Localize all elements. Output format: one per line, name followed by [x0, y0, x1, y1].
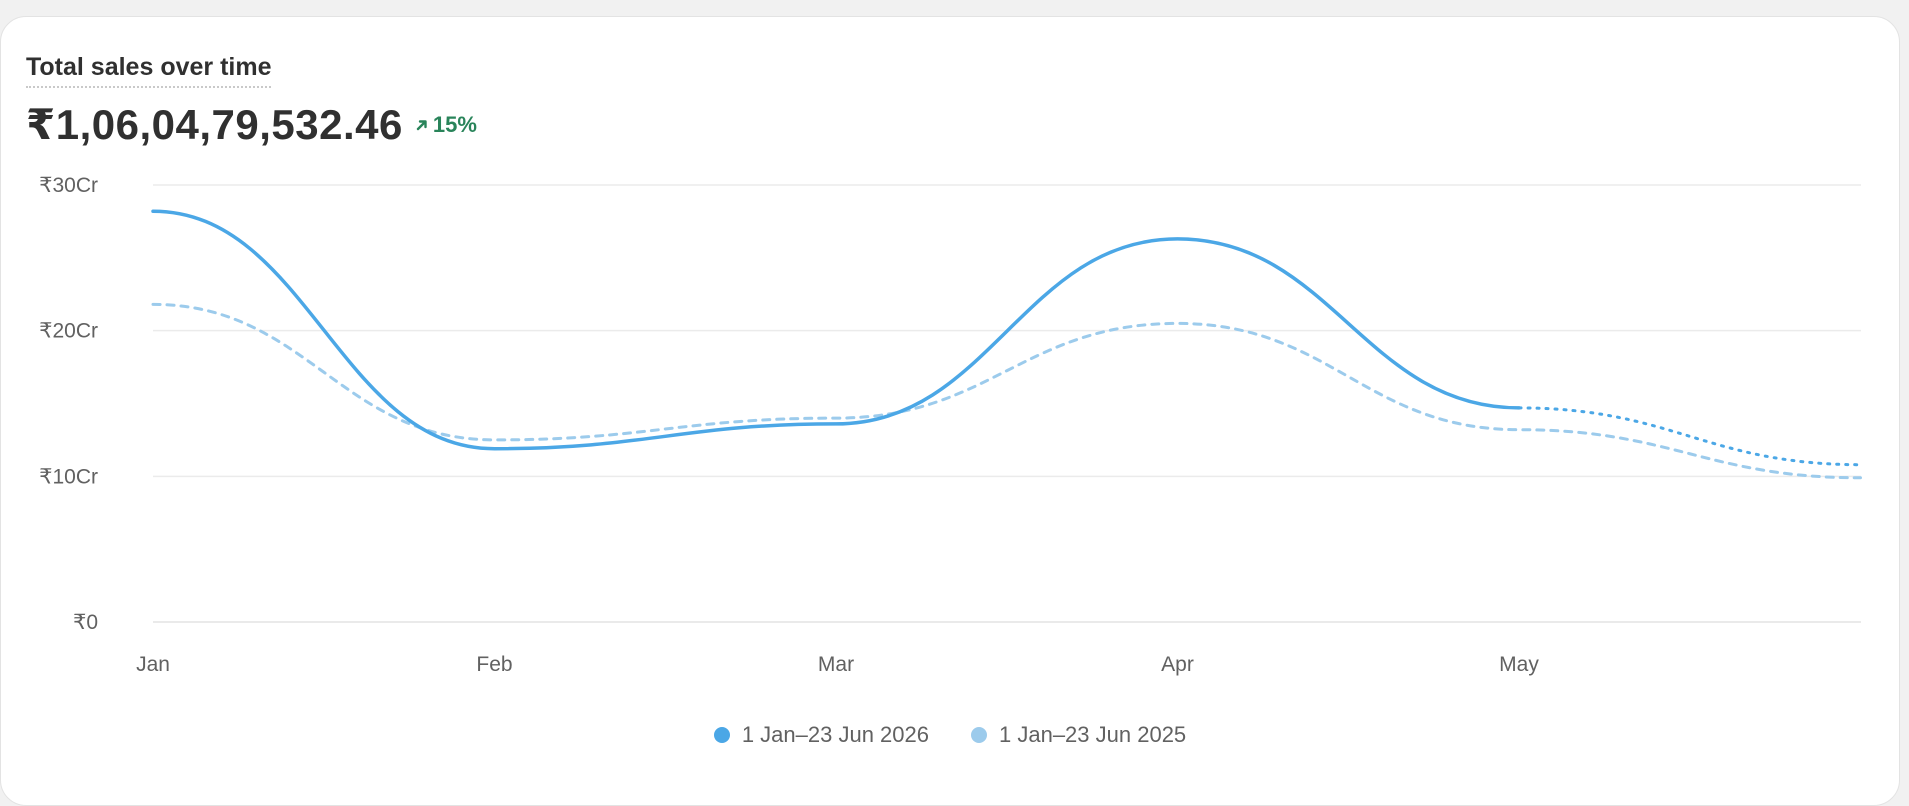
y-tick-label: ₹10Cr — [39, 465, 98, 488]
x-tick-label: Jan — [136, 653, 170, 676]
series-line-2026-projection — [1517, 406, 1862, 467]
y-tick-label: ₹30Cr — [39, 174, 98, 197]
x-tick-label: May — [1499, 653, 1539, 676]
legend-label-current: 1 Jan–23 Jun 2026 — [741, 722, 929, 747]
change-value: 15% — [432, 112, 477, 137]
legend-dot-previous — [971, 727, 987, 743]
x-tick-label: Feb — [476, 653, 512, 676]
total-sales-value: ₹1,06,04,79,532.46 — [26, 101, 403, 148]
legend-item-current[interactable]: 1 Jan–23 Jun 2026 — [713, 722, 929, 748]
total-row: ₹1,06,04,79,532.46 15% — [26, 100, 477, 150]
y-tick-label: ₹20Cr — [39, 320, 98, 343]
card-title[interactable]: Total sales over time — [26, 52, 272, 88]
y-tick-label: ₹0 — [73, 611, 98, 634]
x-tick-label: Mar — [818, 653, 854, 676]
legend-dot-current — [713, 727, 730, 743]
series-line-2026 — [151, 209, 1521, 451]
legend-label-previous: 1 Jan–23 Jun 2025 — [999, 722, 1187, 747]
sales-line-chart[interactable]: ₹0 ₹10Cr ₹20Cr ₹30Cr Jan Feb Mar Apr May — [0, 0, 1909, 720]
change-badge: 15% — [415, 112, 477, 138]
arrow-up-right-icon — [416, 120, 427, 131]
chart-legend: 1 Jan–23 Jun 2026 1 Jan–23 Jun 2025 — [0, 722, 1900, 748]
x-tick-label: Apr — [1161, 653, 1194, 676]
legend-item-previous[interactable]: 1 Jan–23 Jun 2025 — [971, 722, 1186, 748]
